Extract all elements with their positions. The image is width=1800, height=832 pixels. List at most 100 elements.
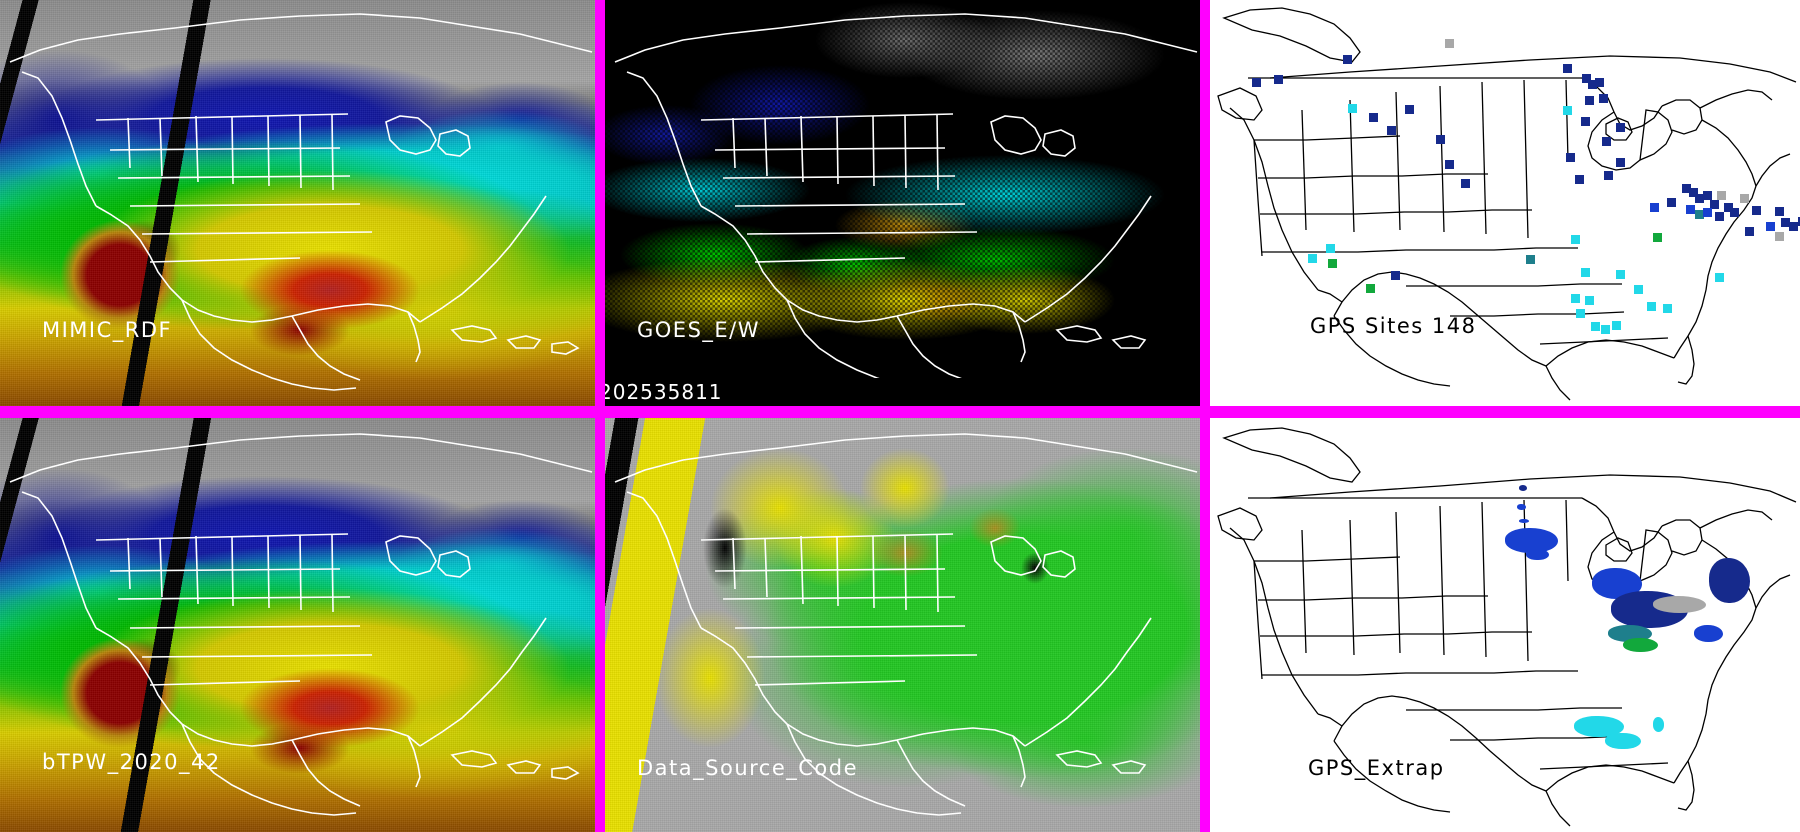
gps-site-marker — [1390, 271, 1400, 281]
gps-site-marker — [1715, 272, 1725, 282]
gps-extrap-region — [1518, 485, 1527, 492]
gps-site-marker — [1526, 254, 1536, 264]
gps-site-marker — [1682, 183, 1691, 193]
gps-site-marker — [1615, 122, 1625, 132]
gps-extrap-region — [1652, 717, 1665, 732]
gps-site-marker — [1575, 308, 1585, 318]
gps-site-marker — [1615, 157, 1625, 167]
timestamp-readout: 202535811 — [605, 378, 1105, 406]
panel-separator-vertical — [595, 418, 605, 832]
gps-site-marker — [1646, 302, 1656, 312]
gps-site-marker — [1604, 171, 1614, 181]
gps-site-marker — [1587, 79, 1597, 89]
gps-site-marker — [1581, 73, 1591, 83]
gps-site-marker — [1715, 211, 1725, 221]
gps-site-marker — [1387, 125, 1396, 135]
gps-extrap-region — [1525, 548, 1550, 561]
gps-site-marker — [1404, 104, 1414, 114]
gps-extrap-region — [1519, 518, 1529, 523]
coastline-overlay — [0, 418, 595, 832]
gps-site-marker — [1580, 267, 1590, 277]
panel-btpw[interactable]: bTPW_2020_42 — [0, 418, 595, 832]
gps-site-marker — [1328, 259, 1337, 269]
gps-extrap-region — [1605, 732, 1641, 750]
gps-site-marker — [1574, 175, 1584, 185]
gps-site-marker — [1444, 38, 1454, 48]
gps-site-marker — [1703, 190, 1713, 200]
gps-sites-map — [1210, 0, 1800, 406]
coastline-overlay — [605, 0, 1200, 406]
panel-gps-extrap[interactable]: GPS_Extrap — [1210, 418, 1800, 832]
gps-site-marker — [1633, 285, 1643, 294]
gps-site-marker — [1765, 222, 1775, 232]
panel-mimic-rdf[interactable]: MIMIC_RDF — [0, 0, 595, 406]
gps-extrap-region — [1574, 715, 1625, 738]
gps-site-marker — [1663, 303, 1673, 313]
data-source-code-raster — [605, 418, 1200, 832]
gps-site-marker — [1730, 207, 1740, 217]
gps-site-marker — [1649, 203, 1659, 212]
gps-extrap-region — [1694, 625, 1723, 642]
gps-site-marker — [1599, 94, 1609, 104]
gps-site-marker — [1652, 233, 1662, 243]
gps-site-marker — [1775, 207, 1785, 217]
gps-site-marker — [1789, 222, 1799, 232]
gps-site-marker — [1585, 95, 1595, 105]
gps-site-marker — [1562, 64, 1572, 74]
gps-site-marker — [1585, 296, 1595, 306]
gps-extrap-region — [1623, 637, 1659, 652]
gps-extrap-region — [1505, 527, 1559, 553]
gps-site-marker — [1615, 269, 1625, 279]
panel-data-source-code[interactable]: Data_Source_Code — [605, 418, 1200, 832]
gps-site-marker — [1751, 206, 1761, 216]
gps-site-marker — [1580, 116, 1590, 126]
gps-site-marker — [1444, 160, 1454, 170]
gps-site-marker — [1590, 321, 1600, 331]
gps-site-marker — [1694, 194, 1704, 204]
gps-extrap-region — [1652, 596, 1706, 613]
gps-site-marker — [1797, 217, 1800, 227]
panel-goes-ew[interactable]: GOES_E/W 202535811 — [605, 0, 1200, 406]
gps-site-marker — [1744, 227, 1754, 237]
gps-site-marker — [1724, 203, 1734, 212]
gps-extrap-region — [1708, 557, 1750, 604]
gps-site-marker — [1600, 324, 1610, 334]
gps-site-marker — [1612, 320, 1622, 330]
gps-site-marker — [1365, 284, 1375, 294]
coastline-overlay — [1210, 0, 1800, 406]
gps-site-marker — [1781, 217, 1791, 227]
panel-gps-sites[interactable]: GPS Sites 148 — [1210, 0, 1800, 406]
gps-extrap-region — [1516, 503, 1527, 511]
gps-site-marker — [1601, 137, 1611, 147]
gps-site-marker — [1667, 198, 1677, 208]
gps-site-marker — [1571, 294, 1581, 304]
gps-extrap-map — [1210, 418, 1800, 832]
gps-site-marker — [1307, 253, 1317, 263]
goes-ew-raster — [605, 0, 1200, 406]
gps-site-marker — [1685, 205, 1695, 215]
gps-site-marker — [1348, 103, 1358, 113]
gps-site-marker — [1703, 207, 1713, 217]
btpw-raster — [0, 418, 595, 832]
gps-site-marker — [1739, 194, 1749, 204]
coastline-overlay — [605, 418, 1200, 832]
gps-site-marker — [1435, 135, 1445, 145]
gps-site-marker — [1325, 243, 1335, 253]
gps-site-marker — [1717, 190, 1727, 200]
gps-site-marker — [1571, 234, 1581, 244]
gps-site-marker — [1460, 178, 1470, 188]
gps-extrap-region — [1607, 624, 1653, 642]
gps-site-marker — [1252, 77, 1262, 87]
panel-separator-horizontal — [0, 406, 1800, 418]
gps-site-marker — [1369, 112, 1379, 122]
gps-site-marker — [1775, 232, 1785, 242]
gps-site-marker — [1694, 210, 1704, 220]
gps-site-marker — [1342, 54, 1352, 64]
mimic-rdf-raster — [0, 0, 595, 406]
coastline-overlay — [0, 0, 595, 406]
gps-site-marker — [1273, 75, 1283, 85]
panel-separator-vertical — [1200, 418, 1210, 832]
gps-site-marker — [1594, 78, 1604, 88]
panel-separator-vertical — [595, 0, 605, 406]
